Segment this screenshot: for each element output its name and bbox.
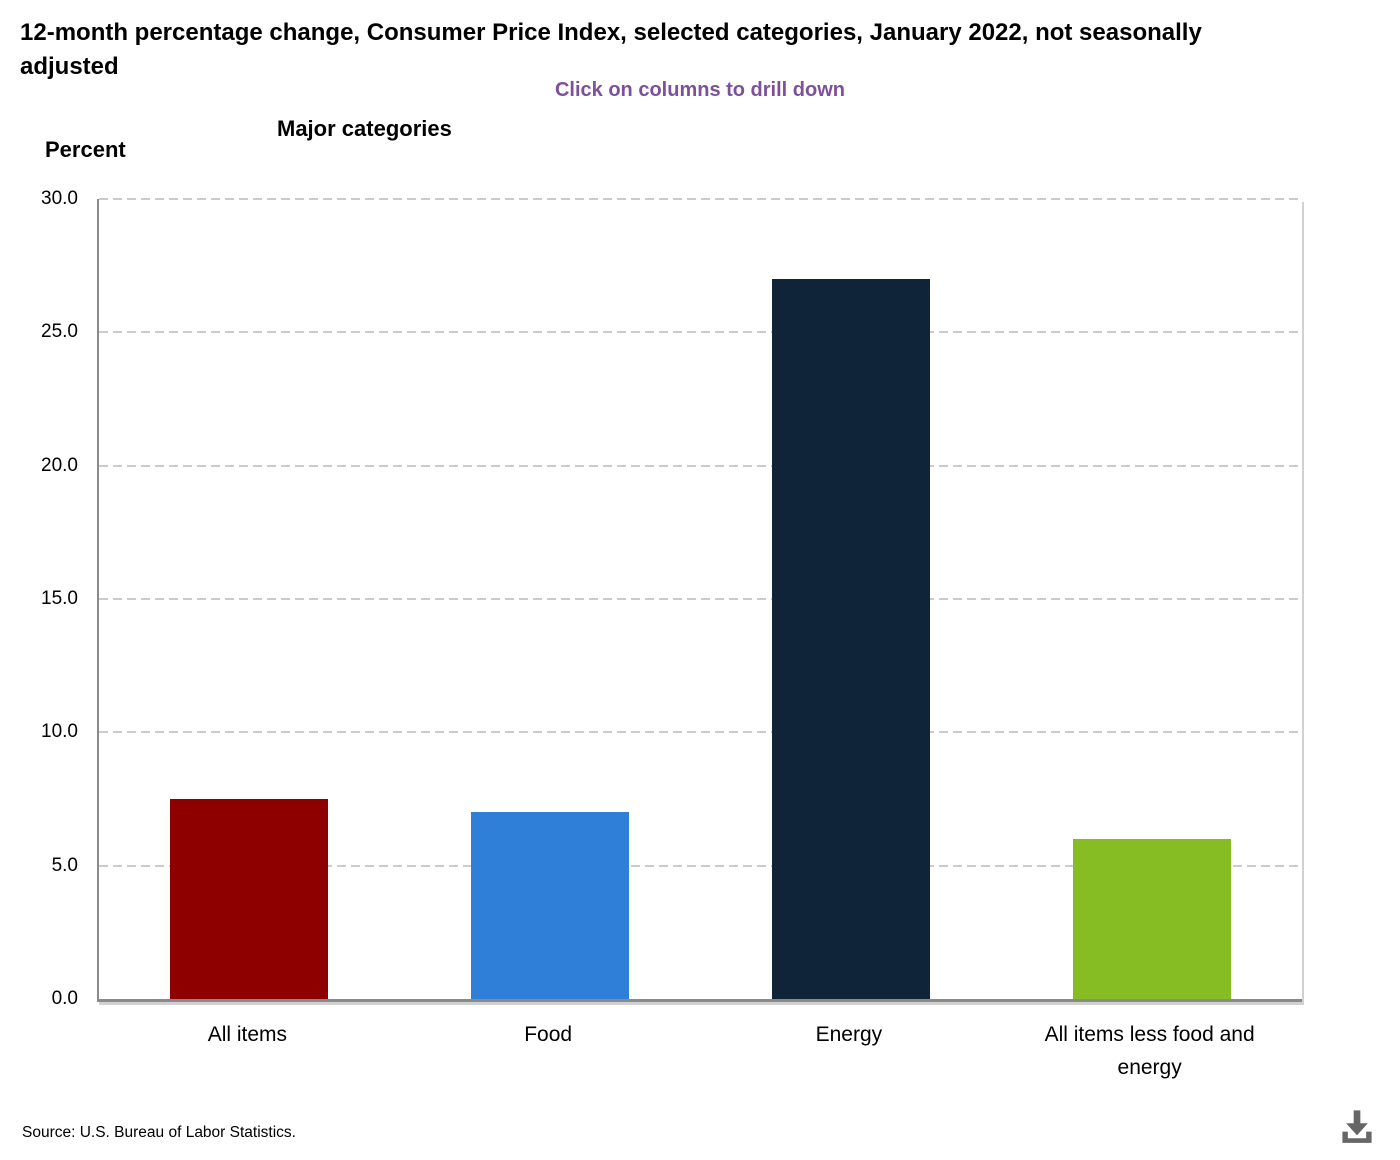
xaxis-group-label: Major categories (277, 116, 452, 141)
y-tick-label-0.0: 0.0 (51, 988, 78, 1009)
y-tick-label-25.0: 25.0 (41, 321, 78, 343)
y-tick-label-10.0: 10.0 (41, 721, 78, 743)
y-tick-label-30.0: 30.0 (41, 188, 78, 209)
bar-all-items[interactable] (170, 799, 329, 999)
x-tick-label-all-items: All items (207, 1023, 288, 1046)
gridline-20.0 (99, 464, 1302, 467)
bar-all-items-less-food-and-energy[interactable] (1072, 839, 1231, 999)
y-tick-label-5.0: 5.0 (51, 854, 78, 876)
download-icon (1342, 1110, 1372, 1143)
gridline-25.0 (99, 331, 1302, 334)
gridline-15.0 (99, 598, 1302, 600)
y-tick-label-15.0: 15.0 (41, 588, 78, 609)
gridline-5.0 (99, 864, 1302, 867)
chart-title: 12-month percentage change, Consumer Pri… (20, 19, 1202, 80)
gridline-30.0 (99, 198, 1302, 200)
plot-area (97, 198, 1302, 1002)
bar-food[interactable] (471, 812, 630, 999)
x-tick-label-all-items-less-food-and-energy: All items less food and energy (1044, 1023, 1255, 1079)
bar-energy[interactable] (771, 279, 930, 999)
yaxis-title: Percent (45, 137, 126, 162)
x-tick-label-energy: Energy (815, 1023, 883, 1046)
download-button[interactable] (1332, 1102, 1382, 1152)
gridline-10.0 (99, 731, 1302, 734)
x-axis-tick-labels: All items Food Energy All items less food a… (97, 1018, 1300, 1098)
y-tick-label-20.0: 20.0 (41, 454, 78, 476)
source-note: Source: U.S. Bureau of Labor Statistics. (22, 1124, 296, 1141)
y-axis-tick-labels: 0.0 5.0 10.0 15.0 20.0 25.0 30.0 (0, 188, 78, 1009)
chart-subtitle-drilldown-hint: Click on columns to drill down (554, 79, 845, 101)
x-tick-label-food: Food (524, 1023, 573, 1046)
